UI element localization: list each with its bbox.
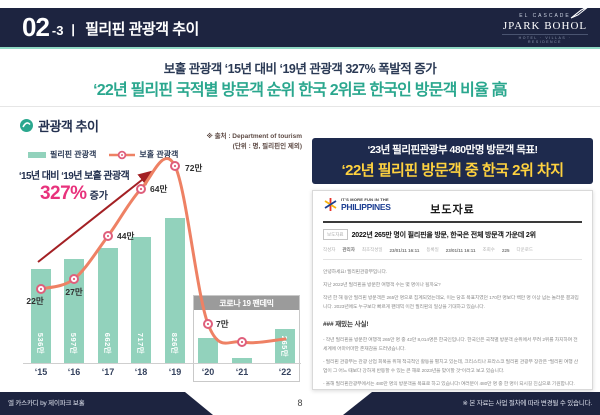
meta-key: 최초작성일 xyxy=(361,247,383,252)
cascade-icon xyxy=(570,6,589,19)
x-label: ‘16 xyxy=(67,367,81,377)
ph-logo-tagline: IT'S MORE FUN IN THE xyxy=(341,197,389,202)
press-release-doc: IT'S MORE FUN IN THE PHILIPPINES 보도자료 보도… xyxy=(312,190,593,390)
meta-key: 등록일 xyxy=(426,247,439,252)
line-marker xyxy=(170,161,180,171)
bar-value-label: 826만 xyxy=(170,332,180,354)
x-label: ‘19 xyxy=(168,367,182,377)
callout-line2: ‘22년 필리핀 방문객 중 한국 2위 차지 xyxy=(341,162,564,179)
legend-item-bohol: 보홀 관광객 xyxy=(109,149,178,160)
footer-left-text: 엘 카스카디 by 제이파크 보홀 xyxy=(8,400,85,407)
section-suffix: -3 ㅣ xyxy=(51,23,80,38)
x-label: ‘17 xyxy=(101,367,115,377)
bar-‘15: 536만 xyxy=(31,269,51,363)
doc-paragraph: - 필리핀 관광부는 관광 산업 회복을 위해 적극적인 활동을 펼치고 있는데… xyxy=(323,360,579,375)
source-note-line2: (단위 : 명, 필리핀인 제외) xyxy=(232,142,302,150)
bar-value-label: 597만 xyxy=(69,332,79,354)
doc-headline: 2022년 265만 명이 필리핀을 방문, 한국은 전체 방문객 가운데 2위 xyxy=(351,231,536,239)
hotel-logo: EL CASCADE JPARK BOHOL HOTEL · VILLAS · … xyxy=(502,6,589,44)
footer-right-bar: ※ 본 자료는 사업 절차에 따라 변경될 수 있습니다. xyxy=(343,392,600,415)
ph-logo-star-icon xyxy=(324,198,337,211)
footer-right-text: ※ 본 자료는 사업 절차에 따라 변경될 수 있습니다. xyxy=(462,400,592,407)
doc-paragraph: 지난 2022년 필리핀을 방문한 여행객 수는 몇 명이나 될까요? xyxy=(323,283,441,289)
bar-value-label: 717만 xyxy=(136,332,146,354)
meta-key: 조회수 xyxy=(482,247,495,252)
hotel-logo-main: JPARK BOHOL xyxy=(502,20,588,32)
hotel-logo-top: EL CASCADE xyxy=(519,13,571,19)
legend-bar-swatch xyxy=(28,151,46,158)
meta-value: 관리자 xyxy=(342,247,355,252)
doc-paragraph: - 올해 필리핀관광부에서는 480만 명의 방문객을 목표로 하고 있습니다!… xyxy=(323,382,575,388)
legend-label-philippines: 필리핀 관광객 xyxy=(50,150,97,159)
header-accent-line xyxy=(0,47,600,49)
legend-label-bohol: 보홀 관광객 xyxy=(139,150,179,159)
bar-‘18: 717만 xyxy=(131,237,151,363)
line-value-label: 72만 xyxy=(185,163,202,173)
covid-box-header: 코로나 19 팬데믹 xyxy=(194,296,299,310)
doc-paragraph: 작년 한 해 동안 필리핀 방문객은 265만 명으로 집계되었는데요, 이는 … xyxy=(323,296,579,311)
bar-value-label: 265만 xyxy=(280,335,290,357)
x-label: ‘18 xyxy=(134,367,148,377)
chart-title-label: 관광객 추이 xyxy=(38,119,99,134)
source-note-line1: ※ 출처 : Department of tourism xyxy=(206,133,302,140)
x-label: ‘21 xyxy=(235,367,249,377)
bar-‘21 xyxy=(232,358,252,363)
bar-‘17: 662만 xyxy=(98,248,118,363)
headline-tag: 보도자료 xyxy=(323,229,348,240)
doc-rule-light xyxy=(323,259,582,260)
callout-box: ‘23년 필리핀관광부 480만명 방문객 목표! ‘22년 필리핀 방문객 중… xyxy=(312,138,593,184)
divider xyxy=(0,106,600,107)
doc-title: 보도자료 xyxy=(430,204,475,216)
meta-key: 다운로드 xyxy=(516,247,534,252)
x-label: ‘20 xyxy=(201,367,215,377)
bar-‘20 xyxy=(198,338,218,363)
doc-paragraph: - 작년 필리핀을 방문한 여행객 265만 명 중 42만 8,014명은 한… xyxy=(323,337,578,352)
ph-logo-wordmark: PHILIPPINES xyxy=(341,202,391,212)
doc-header: IT'S MORE FUN IN THE PHILIPPINES 보도자료 xyxy=(323,197,582,219)
line-marker xyxy=(136,184,146,194)
section-header: 02 -3 ㅣ 필리핀 관광객 추이 xyxy=(22,14,199,40)
bar-‘19: 826만 xyxy=(165,218,185,363)
header-bar xyxy=(0,8,600,47)
doc-rule xyxy=(323,221,582,223)
trend-circle-icon xyxy=(20,119,33,132)
chart-title: 관광객 추이 xyxy=(20,116,99,135)
line-value-label: 64만 xyxy=(150,184,167,194)
doc-paragraph: 안녕하세요! 필리핀관광부입니다. xyxy=(323,270,388,275)
doc-headline-row: 보도자료 2022년 265만 명이 필리핀을 방문, 한국은 전체 방문객 가… xyxy=(323,229,582,240)
section-title: 필리핀 관광객 추이 xyxy=(85,21,199,38)
doc-meta: 작성자 관리자 최초작성일 23/01/11 16:11 등록일 23/01/11 16:… xyxy=(323,247,582,253)
footer-left-bar: 엘 카스카디 by 제이파크 보홀 xyxy=(0,392,213,415)
bar-value-label: 536만 xyxy=(36,332,46,354)
meta-key: 작성자 xyxy=(323,247,336,252)
hotel-logo-sub: HOTEL · VILLAS · RESIDENCE xyxy=(502,34,588,44)
bar-value-label: 662만 xyxy=(103,332,113,354)
footer-page-number: 8 xyxy=(297,398,303,408)
chart-legend: 필리핀 관광객 보홀 관광객 xyxy=(28,149,178,160)
subtitle-line1: 보홀 관광객 ‘15년 대비 ‘19년 관광객 327% 폭발적 증가 xyxy=(163,62,437,76)
ph-tourism-logo: IT'S MORE FUN IN THE PHILIPPINES xyxy=(323,197,391,212)
x-label: ‘15 xyxy=(34,367,48,377)
callout-line1: ‘23년 필리핀관광부 480만명 방문객 목표! xyxy=(367,144,538,156)
ph-logo-text: IT'S MORE FUN IN THE PHILIPPINES xyxy=(341,197,391,212)
doc-body: 안녕하세요! 필리핀관광부입니다. 지난 2022년 필리핀을 방문한 여행객 수… xyxy=(323,268,582,389)
legend-item-philippines: 필리핀 관광객 xyxy=(28,149,96,160)
subtitle-line2: ‘22년 필리핀 국적별 방문객 순위 한국 2위로 한국인 방문객 비율 高 xyxy=(93,82,507,99)
x-label: ‘22 xyxy=(278,367,292,377)
source-note: ※ 출처 : Department of tourism (단위 : 명, 필리… xyxy=(190,132,302,152)
meta-value: 23/01/11 16:11 xyxy=(445,247,476,253)
legend-line-swatch xyxy=(109,150,136,159)
doc-fun-fact-heading: ### 재밌는 사실! xyxy=(323,321,369,329)
chart-plot: 코로나 19 팬데믹 536만 597만 662만 717만 826만 265만 ‘15 ‘… xyxy=(15,150,305,395)
meta-value: 225 xyxy=(501,247,510,253)
x-axis-line xyxy=(23,363,301,364)
bar-‘16: 597만 xyxy=(64,259,84,363)
meta-value: 23/01/11 16:11 xyxy=(389,247,420,253)
bar-‘22: 265만 xyxy=(275,329,295,363)
section-number: 02 xyxy=(22,12,50,42)
line-marker xyxy=(103,231,113,241)
